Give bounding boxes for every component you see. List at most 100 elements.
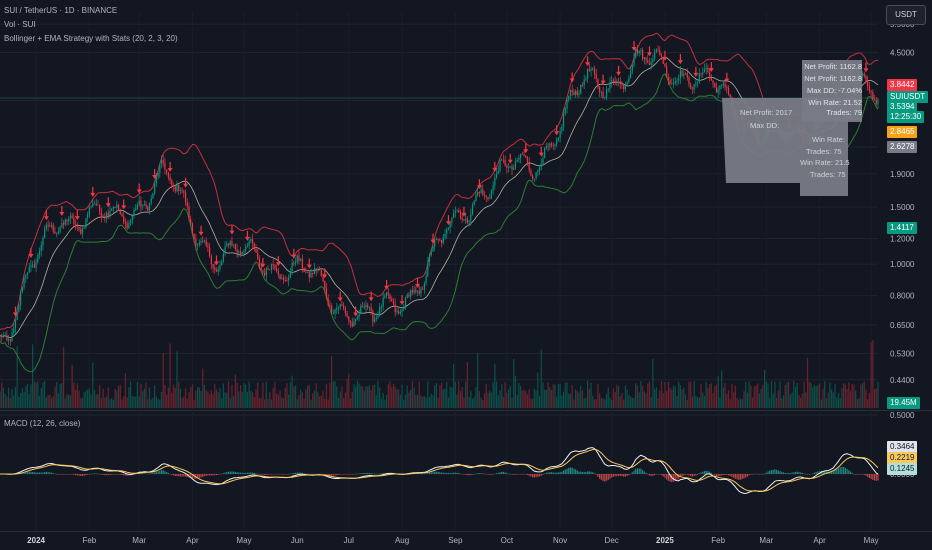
candle-body: [90, 206, 92, 208]
macd-histogram-bar: [669, 474, 671, 482]
volume-bar: [815, 386, 817, 408]
volume-bar: [501, 384, 503, 408]
macd-histogram-bar: [849, 471, 852, 474]
volume-bar: [506, 393, 508, 408]
macd-histogram-bar: [136, 473, 139, 475]
volume-bar: [253, 396, 255, 408]
candle-body: [700, 73, 702, 75]
macd-histogram-bar: [90, 473, 92, 475]
volume-bar: [160, 391, 163, 408]
macd-histogram-bar: [483, 473, 486, 475]
volume-bar: [745, 381, 747, 408]
macd-histogram-bar: [313, 473, 316, 475]
candle-body: [430, 251, 432, 255]
currency-button[interactable]: USDT: [886, 5, 926, 25]
volume-bar: [784, 384, 786, 408]
volume-bar: [669, 387, 671, 408]
volume-bar: [221, 398, 223, 408]
volume-bar: [102, 388, 104, 408]
macd-histogram-bar: [806, 474, 809, 475]
volume-bar: [85, 390, 87, 408]
volume-bar: [112, 399, 115, 408]
volume-bar: [485, 383, 487, 408]
volume-bar: [772, 393, 774, 408]
macd-histogram-bar: [614, 474, 616, 477]
sell-arrow-icon: [229, 224, 235, 235]
candle-body: [435, 239, 438, 241]
volume-bar: [585, 397, 587, 408]
candle-body: [248, 241, 250, 246]
macd-histogram-bar: [516, 474, 518, 475]
candle-body: [320, 270, 322, 277]
candle-body: [447, 228, 450, 230]
volume-bar: [401, 384, 403, 408]
candle-body: [593, 68, 596, 74]
volume-bar: [791, 392, 793, 408]
volume-bar: [164, 384, 166, 408]
candle-body: [119, 210, 121, 215]
volume-bar: [296, 399, 298, 408]
volume-bar: [605, 393, 608, 408]
candle-body: [650, 62, 652, 65]
volume-label: Vol · SUI: [4, 20, 36, 29]
macd-histogram-bar: [509, 473, 511, 475]
volume-bar: [624, 385, 627, 408]
macd-histogram-bar: [176, 474, 178, 477]
volume-bar: [353, 384, 355, 408]
candle-body: [702, 72, 704, 74]
sell-arrow-icon: [445, 215, 451, 226]
volume-bar: [0, 391, 1, 408]
volume-bar: [537, 372, 539, 408]
macd-histogram-bar: [458, 473, 460, 474]
volume-bar: [435, 382, 438, 408]
candle-body: [210, 256, 212, 265]
macd-histogram-bar: [867, 474, 869, 477]
volume-bar: [260, 398, 262, 408]
time-tick-label: Feb: [711, 536, 725, 545]
candle-body: [284, 279, 286, 281]
candle-body: [64, 219, 66, 225]
macd-histogram-bar: [863, 474, 865, 475]
volume-bar: [356, 380, 358, 408]
macd-histogram-bar: [93, 473, 96, 474]
macd-histogram-bar: [226, 472, 228, 474]
macd-histogram-bar: [659, 474, 661, 475]
macd-histogram-bar: [829, 471, 831, 474]
volume-bar: [544, 389, 546, 408]
macd-histogram-bar: [286, 474, 288, 475]
macd-histogram-bar: [604, 474, 606, 482]
candle-body: [54, 231, 56, 234]
macd-histogram-bar: [755, 473, 757, 475]
macd-histogram-bar: [497, 472, 499, 474]
macd-histogram-bar: [576, 470, 578, 474]
candle-body: [57, 231, 60, 234]
macd-histogram-bar: [805, 473, 807, 475]
volume-bar: [169, 343, 171, 408]
candle-body: [533, 178, 535, 180]
macd-histogram-bar: [276, 473, 278, 475]
macd-histogram-bar: [434, 471, 436, 474]
volume-bar: [616, 384, 618, 408]
candle-body: [32, 264, 34, 266]
macd-histogram-bar: [664, 474, 666, 478]
candle-body: [599, 86, 601, 93]
volume-bar: [683, 387, 685, 408]
volume-bar: [468, 396, 470, 408]
macd-histogram-bar: [327, 474, 329, 476]
candle-body: [162, 160, 164, 163]
macd-histogram-bar: [684, 474, 687, 475]
macd-histogram-bar: [312, 474, 314, 475]
macd-histogram-bar: [317, 473, 319, 475]
macd-histogram-bar: [686, 474, 688, 475]
candle-body: [310, 272, 312, 278]
volume-bar: [868, 392, 871, 408]
macd-histogram-bar: [229, 471, 231, 474]
candle-body: [155, 176, 157, 184]
macd-histogram-bar: [25, 471, 27, 474]
candle-body: [528, 161, 530, 171]
sell-arrow-icon: [244, 230, 250, 241]
candle-body: [150, 198, 152, 204]
sell-arrow-icon: [430, 233, 436, 244]
volume-bar: [796, 383, 798, 408]
